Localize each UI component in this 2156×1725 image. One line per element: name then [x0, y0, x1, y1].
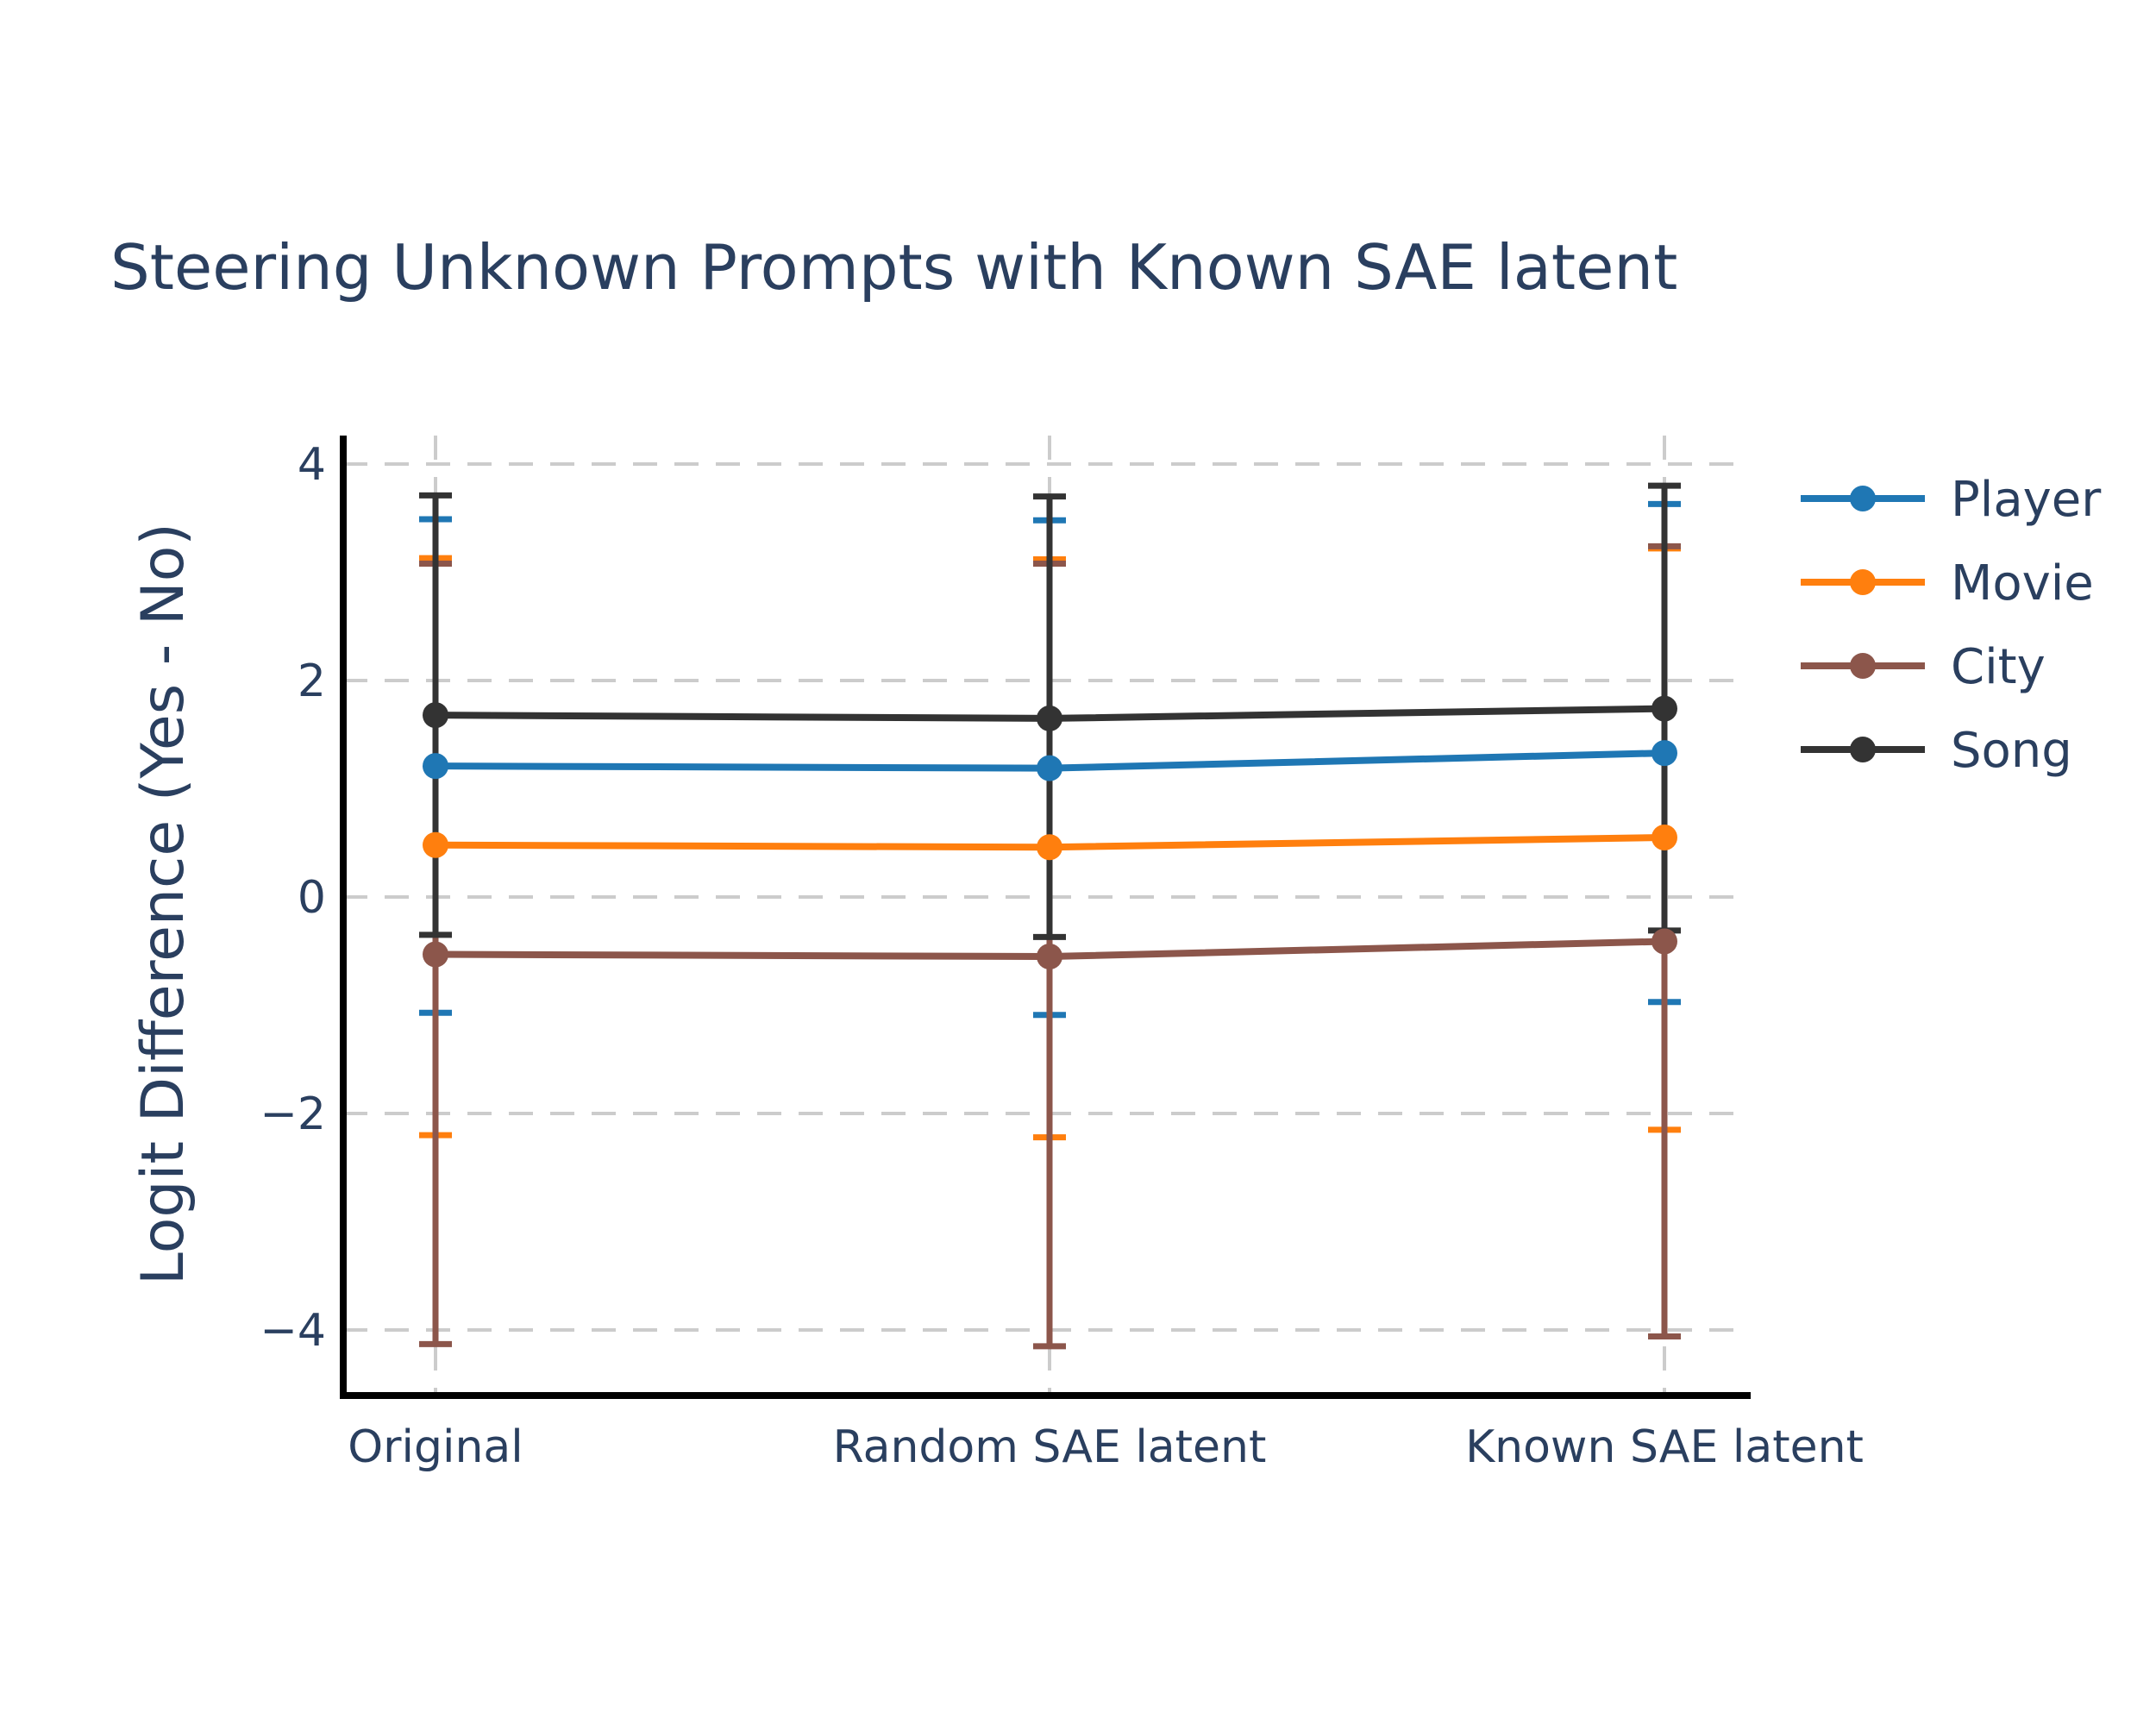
legend-item-player: Player: [1801, 472, 2102, 528]
y-tick-label-3: −2: [260, 1088, 326, 1140]
y-tick-label-0: 4: [298, 439, 326, 491]
data-point-player-0: [423, 753, 448, 780]
data-point-player-2: [1651, 740, 1677, 767]
y-tick-label-4: −4: [260, 1305, 326, 1357]
legend-label-city: City: [1951, 639, 2046, 695]
data-point-movie-1: [1037, 834, 1062, 861]
y-tick-label-2: 0: [298, 872, 326, 924]
data-point-movie-0: [423, 831, 448, 858]
legend-label-song: Song: [1951, 723, 2072, 779]
data-points: [423, 695, 1677, 970]
legend-label-player: Player: [1951, 472, 2102, 528]
legend-item-city: City: [1801, 639, 2046, 695]
x-tick-labels: Original Random SAE latent Known SAE laten…: [348, 1421, 1864, 1473]
y-axis-label: Logit Difference (Yes - No): [129, 523, 197, 1285]
data-point-song-2: [1651, 695, 1677, 722]
chart-title: Steering Unknown Prompts with Known SAE …: [110, 231, 1677, 304]
legend-item-movie: Movie: [1801, 555, 2094, 612]
x-tick-label-0: Original: [348, 1421, 523, 1473]
data-point-player-1: [1037, 755, 1062, 781]
legend-item-song: Song: [1801, 723, 2072, 779]
data-point-movie-2: [1651, 824, 1677, 850]
y-tick-labels: 4 2 0 −2 −4: [260, 439, 326, 1357]
axes: [340, 436, 1751, 1399]
data-point-city-1: [1037, 944, 1062, 970]
error-bars: [419, 482, 1681, 1350]
legend-label-movie: Movie: [1951, 555, 2094, 612]
data-point-song-1: [1037, 705, 1062, 731]
x-tick-label-1: Random SAE latent: [833, 1421, 1267, 1473]
data-point-song-0: [423, 702, 448, 729]
y-tick-label-1: 2: [298, 656, 326, 707]
x-tick-label-2: Known SAE latent: [1465, 1421, 1864, 1473]
legend: Player Movie City Song: [1801, 472, 2102, 779]
data-point-city-0: [423, 941, 448, 968]
data-point-city-2: [1651, 928, 1677, 955]
